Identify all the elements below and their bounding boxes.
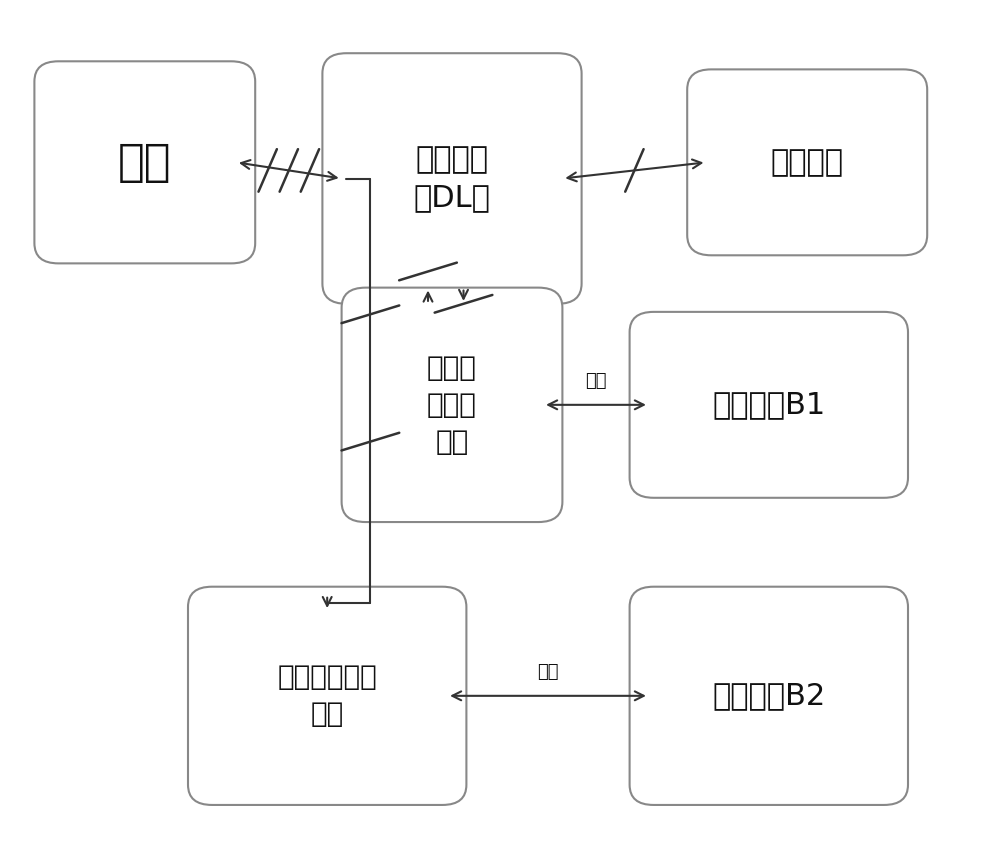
Text: 第一天线B1: 第一天线B1 [712, 391, 825, 419]
Text: 第二天线B2: 第二天线B2 [712, 681, 825, 711]
FancyBboxPatch shape [342, 288, 562, 522]
FancyBboxPatch shape [630, 587, 908, 805]
FancyBboxPatch shape [188, 587, 466, 805]
Text: 第二电容测量
模块: 第二电容测量 模块 [277, 663, 377, 728]
Text: 固定: 固定 [537, 663, 559, 680]
Text: 电源: 电源 [118, 141, 172, 184]
FancyBboxPatch shape [687, 69, 927, 255]
FancyBboxPatch shape [322, 53, 582, 304]
Text: 后备箱锁: 后备箱锁 [771, 148, 844, 177]
Text: 第一电
容测量
模块: 第一电 容测量 模块 [427, 354, 477, 456]
FancyBboxPatch shape [630, 312, 908, 498]
Text: 固定: 固定 [585, 371, 607, 390]
FancyBboxPatch shape [34, 61, 255, 264]
Text: 控制模块
（DL）: 控制模块 （DL） [414, 145, 490, 212]
